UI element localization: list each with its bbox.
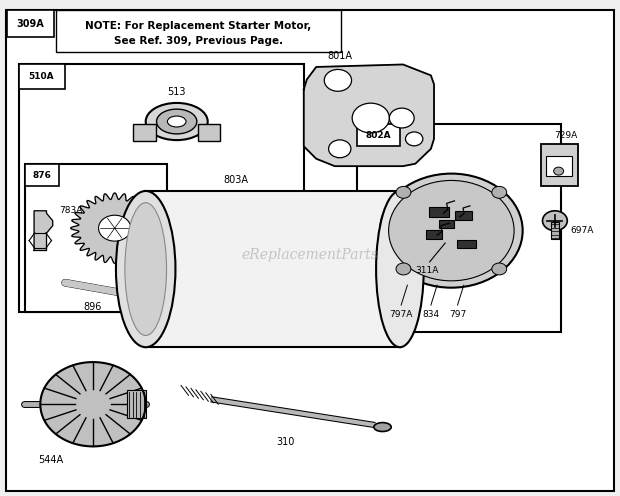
Circle shape [396, 263, 411, 275]
Bar [457, 240, 476, 248]
Polygon shape [304, 64, 434, 166]
Circle shape [99, 215, 131, 241]
Text: 310: 310 [276, 437, 294, 447]
Text: 783A: 783A [59, 206, 82, 215]
Bar [133, 124, 156, 141]
Circle shape [396, 186, 411, 198]
Bar [25, 164, 59, 186]
Bar [19, 64, 65, 89]
Circle shape [389, 181, 514, 281]
Text: See Ref. 309, Previous Page.: See Ref. 309, Previous Page. [114, 36, 283, 46]
Text: 797A: 797A [389, 310, 413, 319]
Circle shape [554, 167, 564, 175]
Ellipse shape [167, 116, 186, 127]
Text: 797: 797 [449, 310, 466, 319]
Text: NOTE: For Replacement Starter Motor,: NOTE: For Replacement Starter Motor, [86, 21, 311, 31]
Text: 834: 834 [422, 310, 440, 319]
Bar [198, 124, 220, 141]
Bar [127, 390, 146, 418]
Bar [546, 156, 572, 176]
Bar [56, 10, 341, 52]
Text: 309A: 309A [17, 19, 44, 29]
Text: 513: 513 [167, 87, 186, 97]
Bar [455, 211, 472, 220]
Polygon shape [34, 211, 53, 250]
Text: 544A: 544A [38, 455, 63, 465]
Circle shape [389, 108, 414, 128]
Bar [551, 222, 559, 239]
Circle shape [352, 103, 389, 133]
Circle shape [324, 69, 352, 91]
Circle shape [380, 174, 523, 288]
Bar [25, 164, 167, 312]
Text: 876: 876 [32, 171, 51, 180]
Text: 803A: 803A [223, 175, 248, 185]
Text: 802A: 802A [365, 131, 391, 140]
Circle shape [492, 186, 507, 198]
Text: 896: 896 [84, 302, 102, 311]
Bar [356, 124, 561, 332]
Circle shape [405, 132, 423, 146]
Polygon shape [71, 193, 159, 263]
Text: 729A: 729A [554, 131, 577, 140]
Ellipse shape [376, 191, 423, 347]
Ellipse shape [116, 191, 175, 347]
Bar [356, 124, 400, 146]
Bar [429, 207, 449, 217]
Bar [7, 10, 54, 37]
Bar [426, 230, 442, 239]
Circle shape [542, 211, 567, 231]
Bar [439, 220, 454, 228]
Circle shape [492, 263, 507, 275]
Text: 697A: 697A [570, 226, 594, 235]
Ellipse shape [374, 423, 391, 432]
Bar [541, 144, 578, 186]
Polygon shape [146, 191, 400, 347]
Circle shape [329, 140, 351, 158]
Ellipse shape [125, 203, 167, 335]
Bar [19, 64, 304, 312]
Text: 311A: 311A [415, 266, 438, 275]
Ellipse shape [146, 103, 208, 140]
Ellipse shape [156, 109, 197, 134]
Text: 801A: 801A [327, 51, 352, 61]
Text: 510A: 510A [29, 72, 55, 81]
Text: eReplacementParts: eReplacementParts [242, 248, 378, 262]
Polygon shape [40, 362, 146, 446]
